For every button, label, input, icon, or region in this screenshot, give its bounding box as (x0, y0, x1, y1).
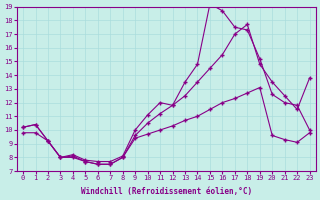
X-axis label: Windchill (Refroidissement éolien,°C): Windchill (Refroidissement éolien,°C) (81, 187, 252, 196)
